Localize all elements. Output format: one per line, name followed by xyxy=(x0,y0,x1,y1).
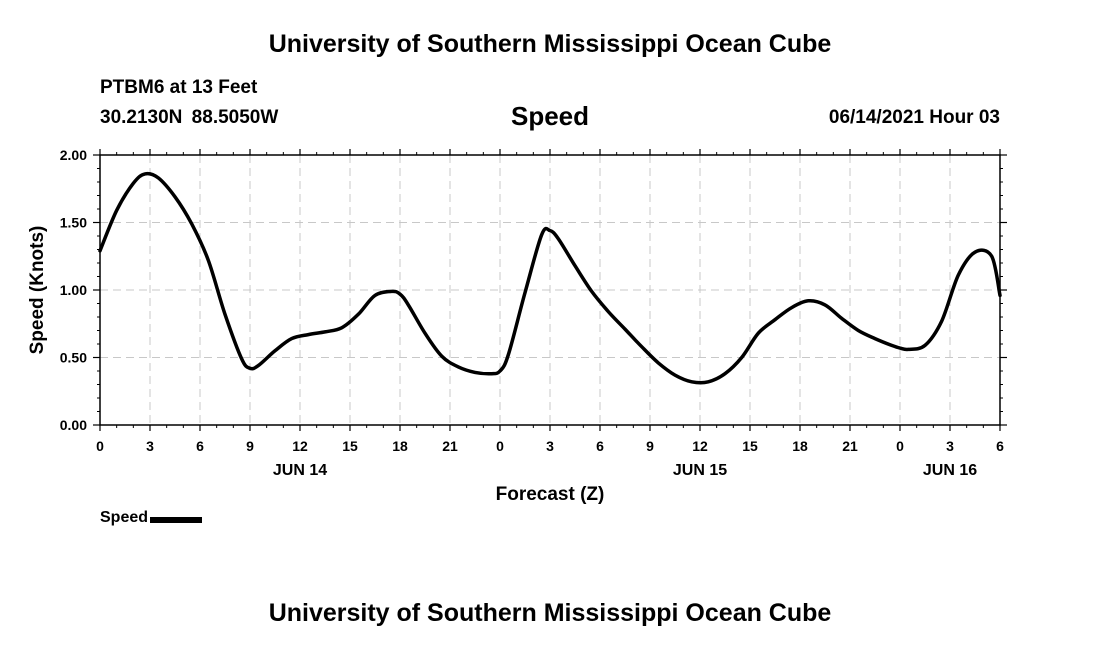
x-tick-label: 3 xyxy=(146,438,154,454)
footer-title: University of Southern Mississippi Ocean… xyxy=(268,599,832,627)
chart-title: Speed xyxy=(510,101,590,131)
x-tick-label: 9 xyxy=(646,438,654,454)
x-tick-label: 18 xyxy=(392,438,408,454)
x-tick-label: 6 xyxy=(596,438,604,454)
x-tick-label: 6 xyxy=(996,438,1004,454)
x-tick-label: 0 xyxy=(96,438,104,454)
legend-label: Speed xyxy=(100,509,149,526)
y-axis-label: Speed (Knots) xyxy=(27,226,48,355)
x-tick-label: 12 xyxy=(692,438,708,454)
x-axis-label: Forecast (Z) xyxy=(496,484,605,505)
x-tick-label: 0 xyxy=(496,438,504,454)
y-tick-label: 1.00 xyxy=(60,282,87,298)
datetime-label: 06/14/2021 Hour 03 xyxy=(828,107,1000,128)
legend: Speed xyxy=(100,509,203,527)
day-label: JUN 14 xyxy=(273,462,327,479)
legend-swatch xyxy=(150,516,203,523)
x-tick-label: 15 xyxy=(342,438,358,454)
speed-series-line xyxy=(98,171,1002,385)
x-tick-label: 3 xyxy=(546,438,554,454)
y-tick-label: 0.50 xyxy=(60,350,87,366)
x-tick-label: 6 xyxy=(196,438,204,454)
coordinates-label: 30.2130N 88.5050W xyxy=(100,107,279,128)
y-tick-label: 1.50 xyxy=(60,215,87,231)
x-tick-label: 3 xyxy=(946,438,954,454)
header-title: University of Southern Mississippi Ocean… xyxy=(268,30,832,58)
day-label: JUN 15 xyxy=(673,462,727,479)
station-label: PTBM6 at 13 Feet xyxy=(100,77,258,98)
x-tick-label: 12 xyxy=(292,438,308,454)
x-tick-label: 9 xyxy=(246,438,254,454)
y-tick-label: 2.00 xyxy=(60,147,87,163)
x-tick-label: 18 xyxy=(792,438,808,454)
x-tick-label: 0 xyxy=(896,438,904,454)
x-tick-label: 21 xyxy=(842,438,858,454)
day-label: JUN 16 xyxy=(923,462,977,479)
x-tick-label: 21 xyxy=(442,438,458,454)
y-tick-label: 0.00 xyxy=(60,417,87,433)
x-tick-label: 15 xyxy=(742,438,758,454)
